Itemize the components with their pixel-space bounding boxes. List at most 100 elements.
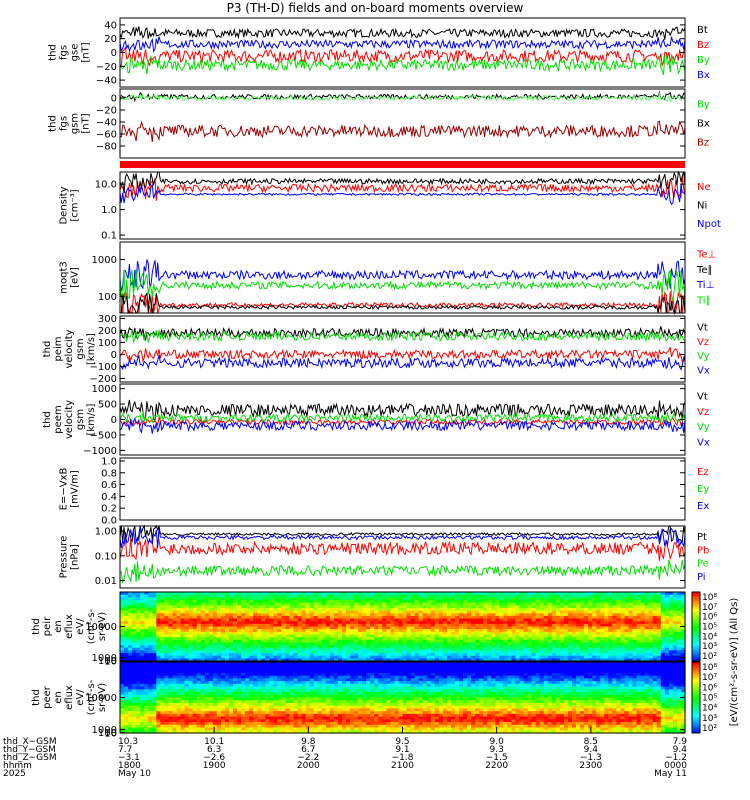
heatmap-cell: [580, 647, 585, 651]
heatmap-cell: [136, 645, 141, 649]
heatmap-cell: [245, 615, 250, 620]
heatmap-cell: [200, 694, 206, 699]
heatmap-cell: [220, 722, 226, 726]
heatmap-cell: [410, 642, 416, 646]
heatmap-cell: [507, 594, 513, 598]
heatmap-cell: [559, 653, 565, 657]
heatmap-cell: [341, 592, 347, 596]
heatmap-cell: [511, 623, 517, 628]
heatmap-cell: [305, 623, 311, 628]
heatmap-cell: [555, 629, 561, 633]
heatmap-cell: [515, 621, 521, 625]
heatmap-cell: [370, 613, 375, 617]
heatmap-cell: [184, 664, 190, 669]
heatmap-cell: [124, 637, 129, 641]
heatmap-cell: [233, 602, 238, 606]
heatmap-cell: [511, 650, 517, 654]
heatmap-cell: [212, 670, 218, 674]
heatmap-cell: [245, 683, 250, 688]
heatmap-cell: [216, 629, 222, 633]
heatmap-cell: [341, 623, 347, 628]
heatmap-cell: [321, 592, 327, 596]
heatmap-cell: [660, 599, 666, 604]
heatmap-cell: [184, 605, 190, 609]
heatmap-cell: [652, 647, 658, 651]
heatmap-cell: [543, 653, 549, 657]
heatmap-cell: [140, 637, 145, 641]
heatmap-cell: [265, 686, 270, 690]
heatmap-cell: [168, 686, 174, 690]
heatmap-cell: [333, 637, 339, 641]
heatmap-cell: [503, 605, 509, 609]
heatmap-cell: [152, 607, 157, 612]
heatmap-cell: [454, 615, 460, 620]
heatmap-cell: [224, 662, 230, 666]
heatmap-cell: [297, 631, 303, 636]
heatmap-cell: [281, 672, 287, 677]
heatmap-cell: [434, 637, 440, 641]
heatmap-cell: [346, 605, 351, 609]
heatmap-cell: [152, 592, 157, 596]
heatmap-cell: [676, 647, 682, 651]
heatmap-cell: [216, 681, 222, 685]
heatmap-cell: [200, 599, 206, 604]
heatmap-cell: [358, 597, 363, 601]
heatmap-cell: [273, 621, 278, 625]
heatmap-cell: [289, 650, 295, 654]
heatmap-cell: [269, 615, 274, 620]
heatmap-cell: [192, 702, 198, 707]
heatmap-cell: [216, 594, 222, 598]
heatmap-cell: [176, 664, 182, 669]
heatmap-cell: [200, 597, 206, 601]
heatmap-cell: [511, 615, 517, 620]
heatmap-cell: [329, 631, 335, 636]
heatmap-cell: [228, 722, 234, 726]
heatmap-cell: [188, 623, 194, 628]
heatmap-cell: [551, 613, 557, 617]
heatmap-cell: [200, 631, 206, 636]
heatmap-cell: [628, 634, 634, 638]
heatmap-cell: [273, 727, 278, 731]
heatmap-cell: [132, 599, 137, 604]
heatmap-cell: [180, 602, 186, 606]
heatmap-cell: [608, 605, 613, 609]
heatmap-cell: [128, 711, 133, 715]
heatmap-cell: [164, 658, 170, 662]
heatmap-cell: [281, 629, 287, 633]
heatmap-cell: [184, 692, 190, 696]
heatmap-cell: [132, 675, 137, 679]
heatmap-cell: [128, 623, 133, 628]
heatmap-cell: [680, 631, 686, 636]
heatmap-cell: [144, 650, 149, 654]
heatmap-cell: [313, 623, 319, 628]
heatmap-cell: [463, 621, 468, 625]
heatmap-cell: [503, 602, 509, 606]
heatmap-cell: [220, 645, 226, 649]
heatmap-cell: [321, 610, 327, 614]
heatmap-cell: [220, 711, 226, 715]
heatmap-cell: [164, 639, 170, 644]
heatmap-cell: [422, 642, 428, 646]
heatmap-cell: [588, 642, 593, 646]
heatmap-cell: [333, 647, 339, 651]
y-tick-label: 1.0: [101, 205, 117, 216]
heatmap-cell: [228, 716, 234, 720]
heatmap-cell: [168, 621, 174, 625]
heatmap-cell: [454, 631, 460, 636]
heatmap-cell: [164, 711, 170, 715]
heatmap-cell: [233, 626, 238, 630]
heatmap-cell: [249, 705, 254, 710]
heatmap-cell: [216, 647, 222, 651]
heatmap-cell: [495, 655, 500, 659]
heatmap-cell: [358, 653, 363, 657]
heatmap-cell: [233, 686, 238, 690]
heatmap-cell: [124, 626, 129, 630]
heatmap-cell: [346, 597, 351, 601]
heatmap-cell: [293, 664, 299, 669]
heatmap-cell: [132, 700, 137, 704]
heatmap-cell: [156, 667, 161, 671]
heatmap-cell: [616, 645, 622, 649]
heatmap-cell: [293, 642, 299, 646]
heatmap-cell: [430, 642, 436, 646]
heatmap-cell: [491, 658, 496, 662]
